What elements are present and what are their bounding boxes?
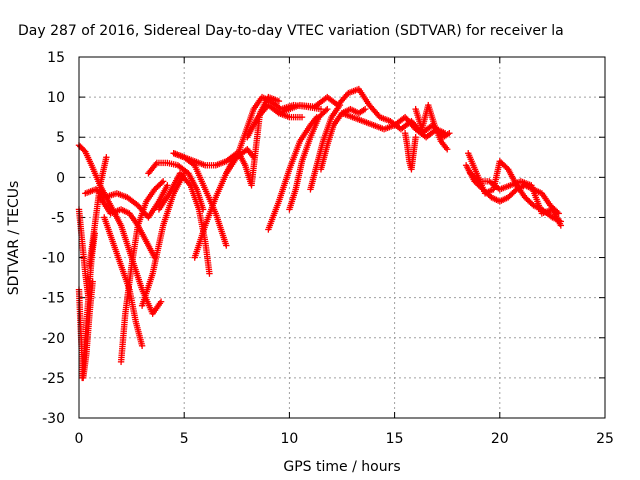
y-tick-label: -10 — [42, 251, 65, 267]
data-point — [223, 242, 230, 249]
x-tick-label: 10 — [280, 431, 298, 447]
data-point — [336, 101, 344, 109]
data-point — [158, 179, 165, 186]
data-point — [80, 147, 88, 154]
data-point — [138, 342, 146, 349]
data-point — [444, 146, 451, 153]
plot-frame — [78, 56, 606, 419]
y-tick-label: -5 — [51, 210, 65, 226]
data-point — [474, 176, 481, 184]
data-point — [324, 105, 331, 113]
chart-title: Day 287 of 2016, Sidereal Day-to-day VTE… — [18, 23, 564, 39]
data-point — [441, 130, 449, 137]
x-tick-label: 5 — [180, 431, 189, 447]
x-tick-label: 25 — [596, 431, 614, 447]
y-tick-label: -20 — [42, 331, 65, 347]
data-points — [75, 85, 565, 382]
data-point — [275, 97, 283, 105]
y-tick-label: -25 — [42, 371, 65, 387]
data-point — [206, 270, 213, 277]
y-tick-label: 5 — [56, 130, 65, 146]
data-point — [361, 105, 369, 113]
x-tick-label: 0 — [75, 431, 84, 447]
data-point — [412, 134, 419, 141]
data-point — [317, 105, 325, 113]
x-axis-label: GPS time / hours — [283, 459, 400, 475]
data-point — [159, 178, 167, 185]
y-tick-label: 10 — [47, 90, 65, 106]
data-point — [298, 113, 306, 121]
data-point — [322, 107, 330, 114]
y-axis-label: SDTVAR / TECUs — [6, 181, 22, 296]
data-point — [557, 222, 565, 229]
y-tick-label: -30 — [42, 411, 65, 427]
data-point — [164, 182, 171, 189]
data-point — [103, 154, 110, 161]
y-tick-label: 0 — [56, 170, 65, 186]
x-tick-label: 20 — [491, 431, 509, 447]
y-tick-label: -15 — [42, 291, 65, 307]
x-tick-label: 15 — [386, 431, 404, 447]
y-tick-label: 15 — [47, 50, 65, 66]
data-point — [157, 298, 165, 305]
